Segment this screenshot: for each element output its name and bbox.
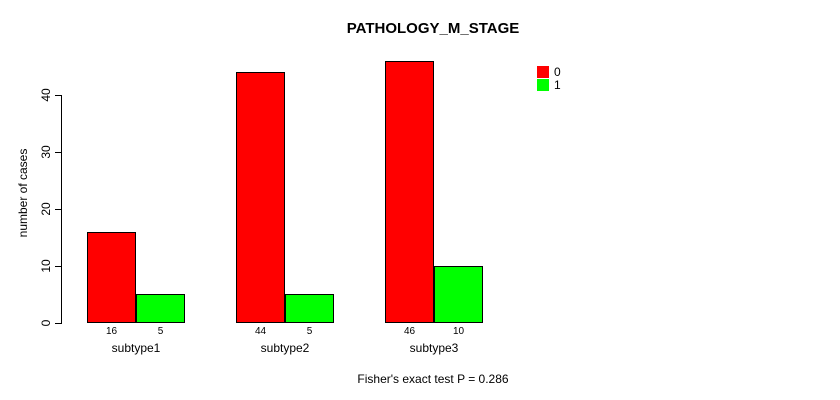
x-category-label: subtype2 <box>260 341 310 355</box>
legend-label: 0 <box>554 65 561 79</box>
y-axis-title: number of cases <box>16 148 30 238</box>
y-tick-label: 10 <box>39 259 53 273</box>
legend-swatch-1 <box>537 79 549 91</box>
y-tick-label: 30 <box>39 145 53 159</box>
bar-1-subtype2 <box>285 294 334 323</box>
bar-0-subtype1 <box>87 232 136 323</box>
legend-swatch-0 <box>537 66 549 78</box>
y-axis-tick <box>55 266 62 267</box>
y-tick-label: 40 <box>39 88 53 102</box>
y-axis-tick <box>55 323 62 324</box>
y-axis-tick <box>55 152 62 153</box>
y-axis-tick <box>55 209 62 210</box>
bar-value-label: 5 <box>157 326 164 337</box>
bar-value-label: 16 <box>105 326 118 337</box>
bar-value-label: 44 <box>254 326 267 337</box>
bar-1-subtype1 <box>136 294 185 323</box>
bar-value-label: 46 <box>403 326 416 337</box>
y-axis-tick <box>55 95 62 96</box>
bar-1-subtype3 <box>434 266 483 323</box>
chart-title: PATHOLOGY_M_STAGE <box>346 20 520 37</box>
x-category-label: subtype3 <box>409 341 459 355</box>
legend-entry-0: 0 <box>537 66 561 78</box>
bar-value-label: 5 <box>306 326 313 337</box>
y-tick-label: 0 <box>39 319 53 327</box>
bar-0-subtype2 <box>236 72 285 323</box>
x-category-label: subtype1 <box>111 341 161 355</box>
fisher-test-annotation: Fisher's exact test P = 0.286 <box>357 372 509 386</box>
bar-0-subtype3 <box>385 61 434 323</box>
bar-value-label: 10 <box>452 326 465 337</box>
legend-entry-1: 1 <box>537 79 561 91</box>
legend-label: 1 <box>554 78 561 92</box>
y-tick-label: 20 <box>39 202 53 216</box>
